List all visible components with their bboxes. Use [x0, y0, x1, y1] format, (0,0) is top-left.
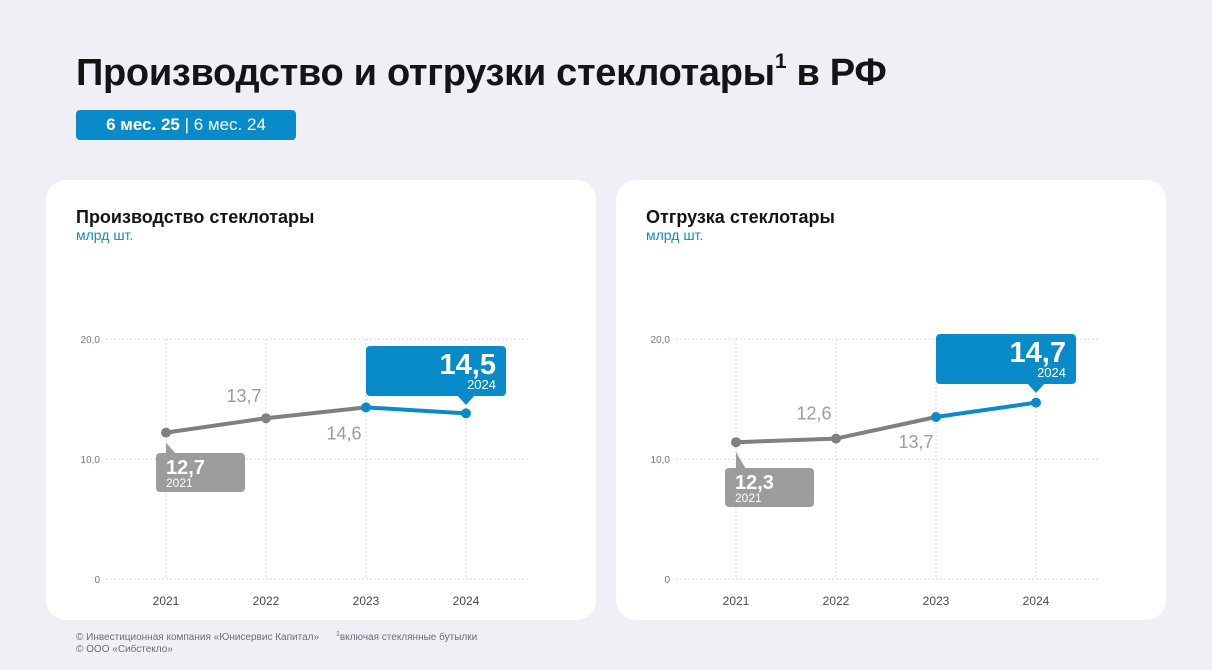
page-title-suffix: в РФ	[786, 52, 887, 94]
data-point	[161, 427, 171, 438]
chart-title: Отгрузка стеклотары	[646, 207, 835, 227]
callout-pointer	[1027, 383, 1045, 393]
chart-unit: млрд шт.	[646, 227, 704, 243]
data-label: 13,7	[898, 432, 933, 452]
callout-box	[936, 334, 1076, 384]
data-point	[461, 408, 471, 419]
callout-value: 14,7	[1010, 337, 1066, 369]
x-tick-label: 2024	[1023, 594, 1050, 608]
data-point	[831, 433, 841, 444]
data-point	[1031, 397, 1041, 408]
x-tick-label: 2023	[353, 594, 380, 608]
page-title: Производство и отгрузки стеклотары1 в РФ	[76, 50, 887, 95]
x-tick-label: 2022	[823, 594, 850, 608]
copyright-unicervis: © Инвестиционная компания «Юнисервис Кап…	[76, 632, 320, 643]
callout-year: 2024	[467, 377, 496, 392]
footnote: 1включая стеклянные бутылки	[336, 631, 478, 644]
period-separator: |	[179, 115, 194, 134]
data-label: 13,7	[226, 386, 261, 406]
series-line-segment	[364, 405, 468, 416]
y-tick-label: 10,0	[651, 455, 671, 466]
shipment-chart-card: Отгрузка стеклотары млрд шт. 0 10,0 20,0 20…	[616, 180, 1166, 620]
series-line-segment	[834, 415, 938, 441]
series-line-segment	[734, 436, 838, 445]
callout-box	[366, 346, 506, 396]
data-label: 14,6	[326, 423, 361, 443]
chart-title: Производство стеклотары	[76, 207, 315, 227]
callout-year: 2024	[1037, 365, 1066, 380]
period-current: 6 мес. 25	[106, 115, 180, 134]
callout-pointer	[457, 395, 475, 405]
footer: © Инвестиционная компания «Юнисервис Кап…	[76, 631, 477, 656]
x-tick-label: 2021	[153, 594, 180, 608]
callout-year: 2021	[735, 491, 762, 505]
footnote-text: включая стеклянные бутылки	[339, 632, 478, 643]
y-tick-label: 10,0	[81, 455, 101, 466]
series-line-segment	[264, 405, 368, 421]
series-line-segment	[164, 416, 268, 435]
x-tick-label: 2023	[923, 594, 950, 608]
x-tick-label: 2024	[453, 594, 480, 608]
y-tick-label: 20,0	[651, 335, 671, 346]
title-footnote-mark: 1	[774, 50, 787, 73]
page-title-text: Производство и отгрузки стеклотары	[76, 52, 775, 94]
data-label: 12,6	[796, 404, 831, 424]
y-tick-label: 0	[664, 575, 670, 586]
y-tick-label: 0	[94, 575, 100, 586]
callout-value: 12,7	[166, 457, 205, 479]
callout-year: 2021	[166, 476, 193, 490]
data-point	[361, 402, 371, 413]
y-tick-label: 20,0	[81, 335, 101, 346]
callout-value: 12,3	[735, 472, 774, 494]
period-previous: 6 мес. 24	[193, 115, 266, 134]
x-tick-label: 2022	[253, 594, 280, 608]
callout-box	[156, 453, 245, 492]
chart-unit: млрд шт.	[76, 227, 134, 243]
callout-box	[725, 468, 814, 507]
callout-pointer	[166, 442, 176, 454]
data-point	[931, 412, 941, 422]
footnote-mark: 1	[336, 631, 340, 638]
callout-pointer	[736, 452, 746, 469]
x-tick-label: 2021	[723, 594, 750, 608]
series-line-segment	[934, 400, 1038, 419]
production-chart-card: Производство стеклотары млрд шт. 0 10,0 20…	[46, 180, 596, 620]
copyright-sibsteklo: © ООО «Сибстекло»	[76, 644, 173, 655]
data-point	[731, 437, 741, 448]
callout-value: 14,5	[440, 349, 496, 381]
period-badge: 6 мес. 25 | 6 мес. 24	[76, 110, 296, 140]
data-point	[261, 413, 271, 424]
